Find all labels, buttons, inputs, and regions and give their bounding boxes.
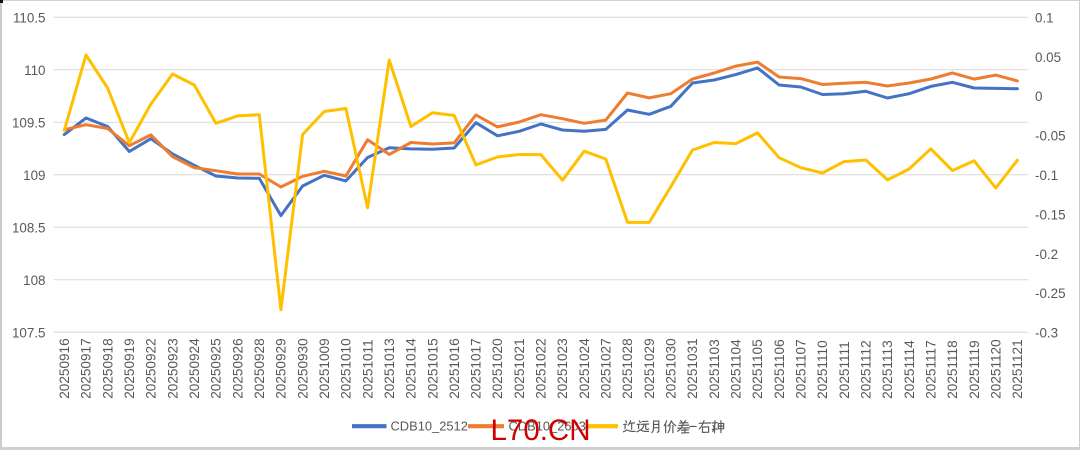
svg-text:-0.3: -0.3	[1035, 326, 1058, 341]
svg-text:0.05: 0.05	[1035, 50, 1061, 65]
svg-text:20251120: 20251120	[989, 339, 1004, 399]
svg-text:-0.05: -0.05	[1035, 129, 1066, 144]
svg-text:0.1: 0.1	[1035, 11, 1054, 26]
svg-text:110: 110	[24, 63, 45, 78]
svg-text:20251119: 20251119	[967, 340, 982, 398]
svg-text:20251103: 20251103	[707, 339, 722, 398]
svg-text:20250929: 20250929	[274, 338, 289, 398]
svg-text:20251020: 20251020	[490, 338, 505, 399]
svg-text:20250928: 20250928	[252, 338, 267, 398]
svg-text:20250925: 20250925	[209, 338, 224, 398]
svg-text:20250919: 20250919	[122, 338, 137, 398]
svg-text:20251022: 20251022	[534, 338, 549, 398]
svg-text:20251113: 20251113	[880, 340, 895, 398]
svg-text:20251016: 20251016	[447, 338, 462, 398]
svg-text:20251112: 20251112	[859, 340, 874, 398]
svg-text:20251009: 20251009	[317, 338, 332, 398]
svg-text:20251027: 20251027	[599, 338, 614, 398]
svg-text:108.5: 108.5	[12, 221, 46, 236]
svg-text:20251110: 20251110	[815, 340, 830, 399]
svg-text:20251107: 20251107	[794, 339, 809, 398]
svg-text:20251104: 20251104	[729, 339, 744, 399]
svg-text:CDB10_2603: CDB10_2603	[509, 419, 586, 434]
svg-text:20250922: 20250922	[144, 338, 159, 398]
svg-text:-0.1: -0.1	[1035, 168, 1058, 183]
svg-text:20251111: 20251111	[837, 341, 852, 398]
svg-text:109.5: 109.5	[12, 116, 46, 131]
svg-text:20250930: 20250930	[295, 338, 310, 399]
svg-text:-0.2: -0.2	[1035, 247, 1058, 262]
svg-text:20251023: 20251023	[555, 338, 570, 398]
svg-text:20251014: 20251014	[404, 338, 419, 399]
svg-text:20251010: 20251010	[339, 338, 354, 399]
svg-text:20251029: 20251029	[642, 338, 657, 398]
svg-text:20250917: 20250917	[79, 338, 94, 398]
svg-text:110.5: 110.5	[13, 11, 46, 26]
svg-text:20251106: 20251106	[772, 339, 787, 398]
svg-text:20251011: 20251011	[360, 339, 375, 398]
svg-text:20251114: 20251114	[902, 340, 917, 399]
svg-text:20251021: 20251021	[512, 338, 527, 398]
svg-text:20251121: 20251121	[1010, 339, 1025, 398]
svg-text:20250918: 20250918	[100, 338, 115, 398]
svg-text:20251030: 20251030	[664, 338, 679, 399]
svg-text:20250924: 20250924	[187, 338, 202, 399]
svg-text:20251017: 20251017	[469, 338, 484, 398]
svg-text:20251013: 20251013	[382, 338, 397, 398]
svg-text:108: 108	[23, 273, 45, 288]
svg-text:20250916: 20250916	[57, 338, 72, 398]
svg-text:107.5: 107.5	[12, 326, 46, 341]
svg-text:20250926: 20250926	[230, 338, 245, 398]
svg-text:20251117: 20251117	[924, 340, 939, 398]
svg-text:20251031: 20251031	[685, 338, 700, 398]
svg-text:20251015: 20251015	[425, 338, 440, 398]
svg-text:-0.25: -0.25	[1035, 286, 1066, 301]
svg-text:20250923: 20250923	[165, 338, 180, 398]
svg-text:CDB10_2512: CDB10_2512	[391, 419, 468, 434]
svg-text:20251024: 20251024	[577, 338, 592, 399]
svg-text:109: 109	[23, 168, 45, 183]
svg-text:0: 0	[1035, 89, 1042, 104]
svg-text:20251105: 20251105	[750, 339, 765, 398]
svg-text:-0.15: -0.15	[1035, 207, 1066, 222]
svg-text:20251028: 20251028	[620, 338, 635, 398]
svg-text:20251118: 20251118	[945, 340, 960, 398]
